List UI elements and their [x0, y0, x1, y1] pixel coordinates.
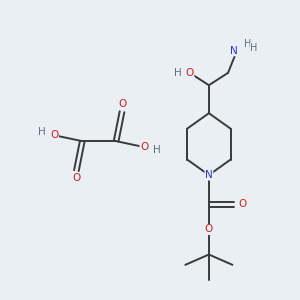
Text: H: H [153, 145, 160, 155]
Text: O: O [186, 68, 194, 78]
Text: H: H [250, 43, 258, 53]
Text: O: O [238, 200, 247, 209]
Text: H: H [244, 39, 252, 49]
Text: H: H [38, 127, 46, 137]
Text: O: O [50, 130, 58, 140]
Text: O: O [140, 142, 148, 152]
Text: O: O [205, 224, 213, 235]
Text: O: O [72, 173, 80, 183]
Text: N: N [205, 170, 213, 180]
Text: N: N [230, 46, 238, 56]
Text: H: H [173, 68, 181, 78]
Text: O: O [118, 99, 126, 110]
